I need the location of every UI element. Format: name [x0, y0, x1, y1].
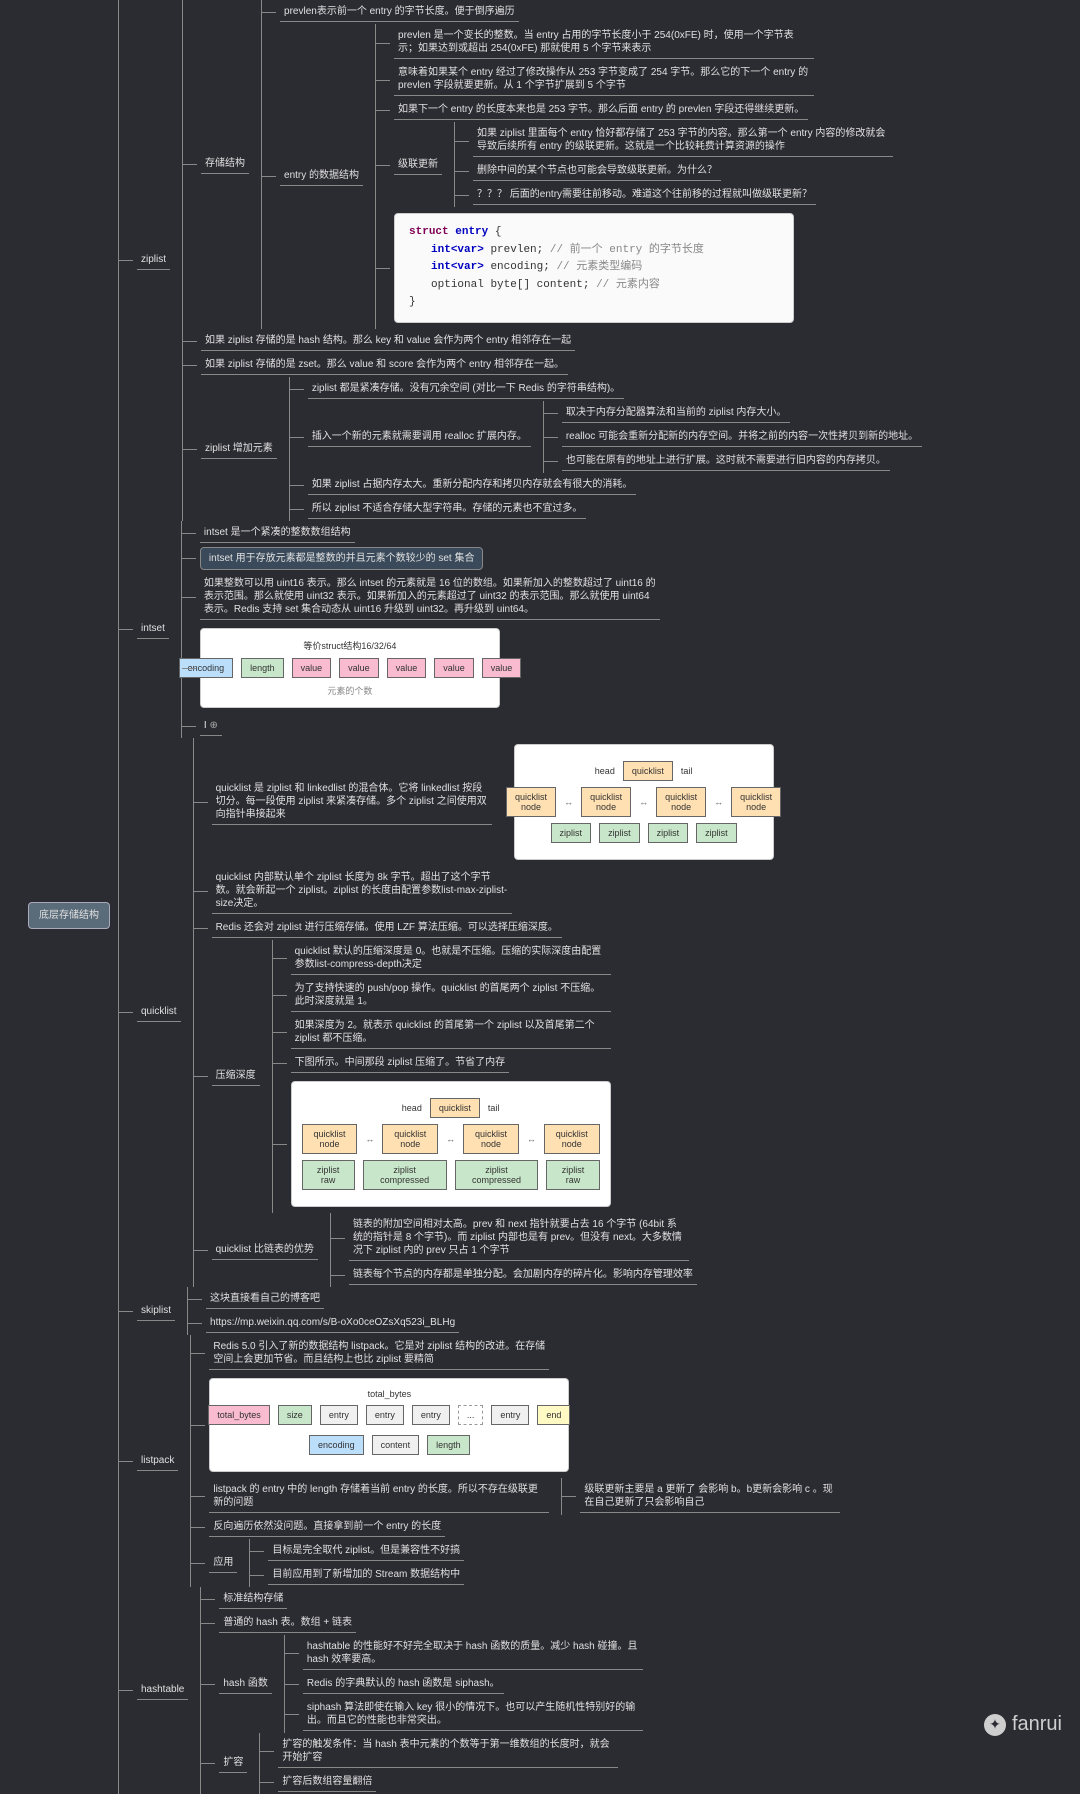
main-children: ziplist 存储结构 prevlen表示前一个 entry 的字节长度。便于… [118, 0, 926, 1794]
storage-node[interactable]: 存储结构 [201, 154, 249, 174]
p3: 如果下一个 entry 的长度本来也是 253 字节。那么后面 entry 的 … [394, 100, 808, 120]
root-node[interactable]: 底层存储结构 [28, 902, 110, 929]
p1: prevlen 是一个变长的整数。当 entry 占用的字节长度小于 254(0… [394, 26, 814, 59]
ziplist-add[interactable]: ziplist 增加元素 [201, 439, 277, 459]
l2-side: 级联更新主要是 a 更新了 会影响 b。b更新会影响 c 。现在自己更新了只会影… [580, 1480, 840, 1513]
ziplist-node[interactable]: ziplist [137, 250, 170, 270]
entry-struct[interactable]: entry 的数据结构 [280, 166, 363, 186]
a4: 所以 ziplist 不适合存储大型字符串。存储的元素也不宜过多。 [308, 499, 587, 519]
s1: 这块直接看自己的博客吧 [206, 1289, 324, 1309]
q2: quicklist 内部默认单个 ziplist 长度为 8k 字节。超出了这个… [212, 868, 512, 914]
qa2: 链表每个节点的内存都是单独分配。会加剧内存的碎片化。影响内存管理效率 [349, 1265, 697, 1285]
listpack-node[interactable]: listpack [137, 1451, 178, 1471]
l1: Redis 5.0 引入了新的数据结构 listpack。它是对 ziplist… [209, 1337, 549, 1370]
cd2: 为了支持快速的 push/pop 操作。quicklist 的首尾两个 zipl… [291, 979, 611, 1012]
i1: intset 是一个紧凑的整数数组结构 [200, 523, 355, 543]
skiplist-node[interactable]: skiplist [137, 1301, 175, 1321]
f3: siphash 算法即使在输入 key 很小的情况下。也可以产生随机性特别好的输… [303, 1698, 643, 1731]
entry-code: struct entry { int<var> prevlen; // 前一个 … [394, 213, 794, 323]
a2-2: realloc 可能会重新分配新的内存空间。并将之前的内容一次性拷贝到新的地址。 [562, 427, 922, 447]
quicklist-diagram1: head quicklist tail quicklist node↔ quic… [514, 744, 774, 860]
quicklist-diagram2: head quicklist tail quicklist node↔ quic… [291, 1081, 611, 1207]
q1: quicklist 是 ziplist 和 linkedlist 的混合体。它将… [212, 779, 492, 825]
expand[interactable]: 扩容 [219, 1753, 247, 1773]
hashfn[interactable]: hash 函数 [219, 1674, 271, 1694]
cd1: quicklist 默认的压缩深度是 0。也就是不压缩。压缩的实际深度由配置参数… [291, 942, 611, 975]
listpack-diagram: total_bytes total_bytes size entry entry… [209, 1378, 569, 1472]
cascade[interactable]: 级联更新 [394, 155, 442, 175]
hashtable-node[interactable]: hashtable [137, 1680, 188, 1700]
a1: ziplist 都是紧凑存储。没有冗余空间 (对比一下 Redis 的字符串结构… [308, 379, 624, 399]
quicklist-node[interactable]: quicklist [137, 1002, 181, 1022]
ql-advantage[interactable]: quicklist 比链表的优势 [212, 1240, 318, 1260]
a2-1: 取决于内存分配器算法和当前的 ziplist 内存大小。 [562, 403, 791, 423]
l3: 反向遍历依然没问题。直接拿到前一个 entry 的长度 [209, 1517, 445, 1537]
compress-depth[interactable]: 压缩深度 [212, 1066, 260, 1086]
a2-3: 也可能在原有的地址上进行扩展。这时就不需要进行旧内容的内存拷贝。 [562, 451, 890, 471]
c3: ？？？ 后面的entry需要往前移动。难道这个往前移的过程就叫做级联更新？ [473, 185, 816, 205]
cd4: 下图所示。中间那段 ziplist 压缩了。节省了内存 [291, 1053, 510, 1073]
q3: Redis 还会对 ziplist 进行压缩存储。使用 LZF 算法压缩。可以选… [212, 918, 562, 938]
h1: 标准结构存储 [219, 1589, 287, 1609]
ap1: 目标是完全取代 ziplist。但是兼容性不好搞 [268, 1541, 464, 1561]
c1: 如果 ziplist 里面每个 entry 恰好都存储了 253 字节的内容。那… [473, 124, 893, 157]
watermark: ✦ fanrui [984, 1713, 1062, 1736]
f2: Redis 的字典默认的 hash 函数是 siphash。 [303, 1674, 504, 1694]
intset-node[interactable]: intset [137, 619, 169, 639]
wechat-icon: ✦ [984, 1714, 1006, 1736]
f1: hashtable 的性能好不好完全取决于 hash 函数的质量。减少 hash… [303, 1637, 643, 1670]
p2: 意味着如果某个 entry 经过了修改操作从 253 字节变成了 254 字节。… [394, 63, 814, 96]
s2[interactable]: https://mp.weixin.qq.com/s/B-oXo0ceOZsXq… [206, 1313, 459, 1333]
h2: 普通的 hash 表。数组 + 链表 [219, 1613, 356, 1633]
e2: 扩容后数组容量翻倍 [278, 1772, 376, 1792]
ziplist-hash: 如果 ziplist 存储的是 hash 结构。那么 key 和 value 会… [201, 331, 575, 351]
ziplist-zset: 如果 ziplist 存储的是 zset。那么 value 和 score 会作… [201, 355, 568, 375]
lp-apply[interactable]: 应用 [209, 1553, 237, 1573]
i2: intset 用于存放元素都是整数的并且元素个数较少的 set 集合 [200, 547, 484, 570]
cd3: 如果深度为 2。就表示 quicklist 的首尾第一个 ziplist 以及首… [291, 1016, 611, 1049]
a2: 插入一个新的元素就需要调用 realloc 扩展内存。 [308, 427, 531, 447]
l2: listpack 的 entry 中的 length 存储着当前 entry 的… [209, 1480, 549, 1513]
a3: 如果 ziplist 占据内存太大。重新分配内存和拷贝内存就会有很大的消耗。 [308, 475, 637, 495]
prevlen-desc: prevlen表示前一个 entry 的字节长度。便于倒序遍历 [280, 2, 519, 22]
qa1: 链表的附加空间相对太高。prev 和 next 指针就要占去 16 个字节 (6… [349, 1215, 689, 1261]
i4[interactable]: I [200, 716, 222, 736]
intset-diagram: 等价struct结构16/32/64 encoding length value… [200, 628, 500, 708]
i3: 如果整数可以用 uint16 表示。那么 intset 的元素就是 16 位的数… [200, 574, 660, 620]
e1: 扩容的触发条件：当 hash 表中元素的个数等于第一维数组的长度时，就会开始扩容 [278, 1735, 618, 1768]
c2: 删除中间的某个节点也可能会导致级联更新。为什么？ [473, 161, 721, 181]
ap2: 目前应用到了新增加的 Stream 数据结构中 [268, 1565, 464, 1585]
